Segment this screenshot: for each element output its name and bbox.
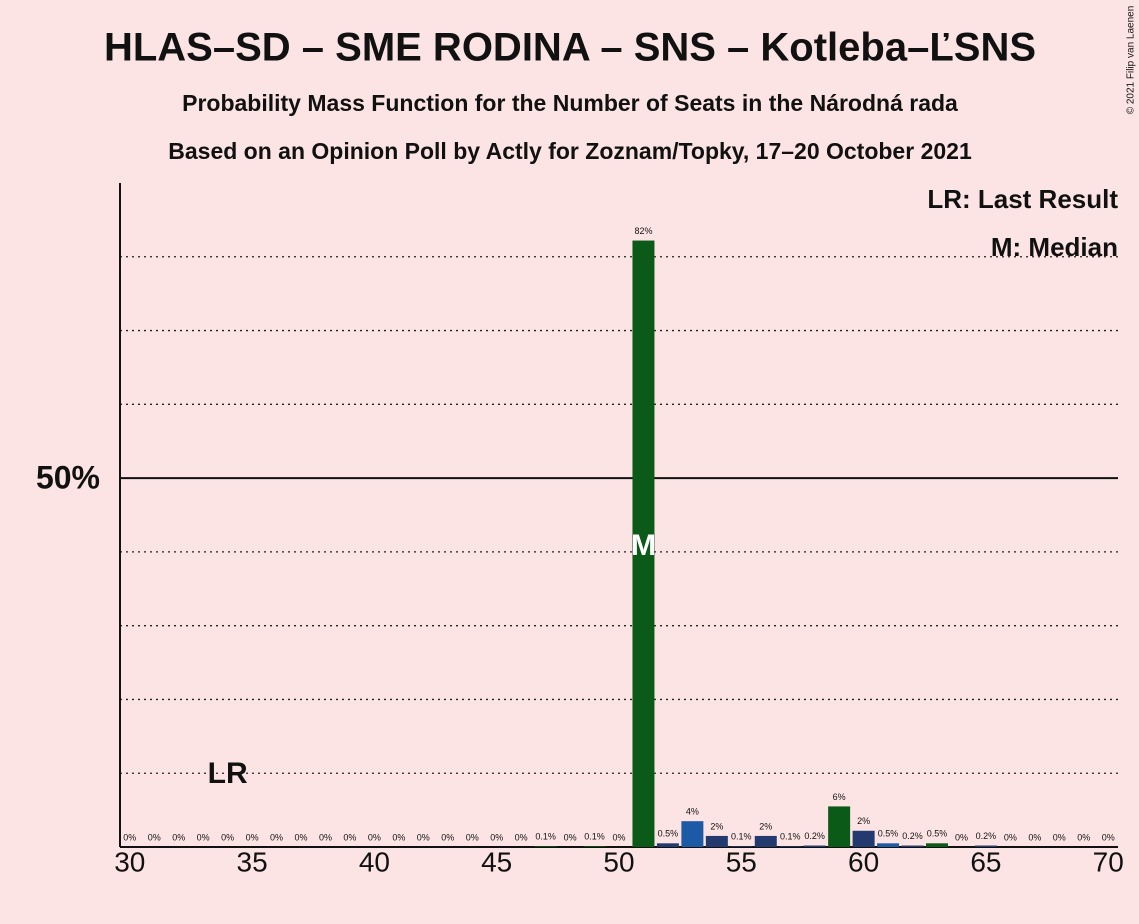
bar <box>730 846 753 847</box>
copyright: © 2021 Filip van Laenen <box>1126 6 1137 115</box>
value-label: 0% <box>466 832 479 842</box>
value-label: 0% <box>955 832 968 842</box>
value-label: 0.5% <box>878 829 899 839</box>
legend-entry: LR: Last Result <box>927 184 1118 214</box>
value-label: 0% <box>270 832 283 842</box>
value-label: 4% <box>686 807 699 817</box>
value-label: 82% <box>634 226 652 236</box>
bar <box>974 845 997 847</box>
bar <box>779 846 802 847</box>
value-label: 0% <box>172 832 185 842</box>
value-label: 0.1% <box>780 832 801 842</box>
bar <box>877 843 900 847</box>
x-tick-label: 60 <box>848 846 879 877</box>
value-label: 6% <box>833 792 846 802</box>
x-tick-label: 45 <box>481 846 512 877</box>
value-label: 0% <box>1028 832 1041 842</box>
bar <box>828 806 851 847</box>
bar <box>681 821 704 847</box>
value-label: 0.2% <box>902 831 923 841</box>
value-label: 0% <box>197 832 210 842</box>
value-label: 0% <box>441 832 454 842</box>
value-label: 0% <box>246 832 259 842</box>
bar <box>852 830 875 847</box>
bar <box>925 843 948 847</box>
value-label: 2% <box>857 816 870 826</box>
bar <box>632 240 655 848</box>
bar <box>754 835 777 847</box>
y-tick-label: 50% <box>36 460 100 496</box>
bar <box>901 845 924 847</box>
legend-entry: M: Median <box>991 232 1118 262</box>
value-label: 0.1% <box>584 832 605 842</box>
value-label: 0% <box>515 832 528 842</box>
bar <box>705 835 728 847</box>
value-label: 0% <box>392 832 405 842</box>
bar <box>534 846 557 847</box>
value-label: 0% <box>148 832 161 842</box>
bar <box>803 845 826 847</box>
bar <box>583 846 606 847</box>
value-label: 2% <box>710 821 723 831</box>
value-label: 0% <box>343 832 356 842</box>
value-label: 0% <box>1004 832 1017 842</box>
last-result-marker: LR <box>208 757 248 790</box>
x-tick-label: 30 <box>114 846 145 877</box>
value-label: 0% <box>612 832 625 842</box>
value-label: 2% <box>759 821 772 831</box>
chart-subtitle: Based on an Opinion Poll by Actly for Zo… <box>168 138 972 164</box>
value-label: 0.5% <box>658 829 679 839</box>
value-label: 0% <box>564 832 577 842</box>
value-label: 0.1% <box>731 832 752 842</box>
value-label: 0.5% <box>927 829 948 839</box>
value-label: 0% <box>490 832 503 842</box>
x-tick-label: 35 <box>237 846 268 877</box>
value-label: 0% <box>319 832 332 842</box>
value-label: 0% <box>295 832 308 842</box>
value-label: 0% <box>1077 832 1090 842</box>
x-tick-label: 70 <box>1093 846 1124 877</box>
value-label: 0% <box>417 832 430 842</box>
value-label: 0.2% <box>804 831 825 841</box>
x-tick-label: 40 <box>359 846 390 877</box>
x-tick-label: 55 <box>726 846 757 877</box>
chart-subtitle: Probability Mass Function for the Number… <box>182 90 958 116</box>
x-tick-label: 65 <box>970 846 1001 877</box>
value-label: 0.2% <box>976 831 997 841</box>
median-marker: M <box>631 529 656 562</box>
value-label: 0% <box>221 832 234 842</box>
chart-title: HLAS–SD – SME RODINA – SNS – Kotleba–ĽSN… <box>104 26 1036 70</box>
value-label: 0% <box>1053 832 1066 842</box>
value-label: 0% <box>123 832 136 842</box>
value-label: 0.1% <box>535 832 556 842</box>
x-tick-label: 50 <box>603 846 634 877</box>
bar <box>656 843 679 847</box>
value-label: 0% <box>368 832 381 842</box>
value-label: 0% <box>1102 832 1115 842</box>
